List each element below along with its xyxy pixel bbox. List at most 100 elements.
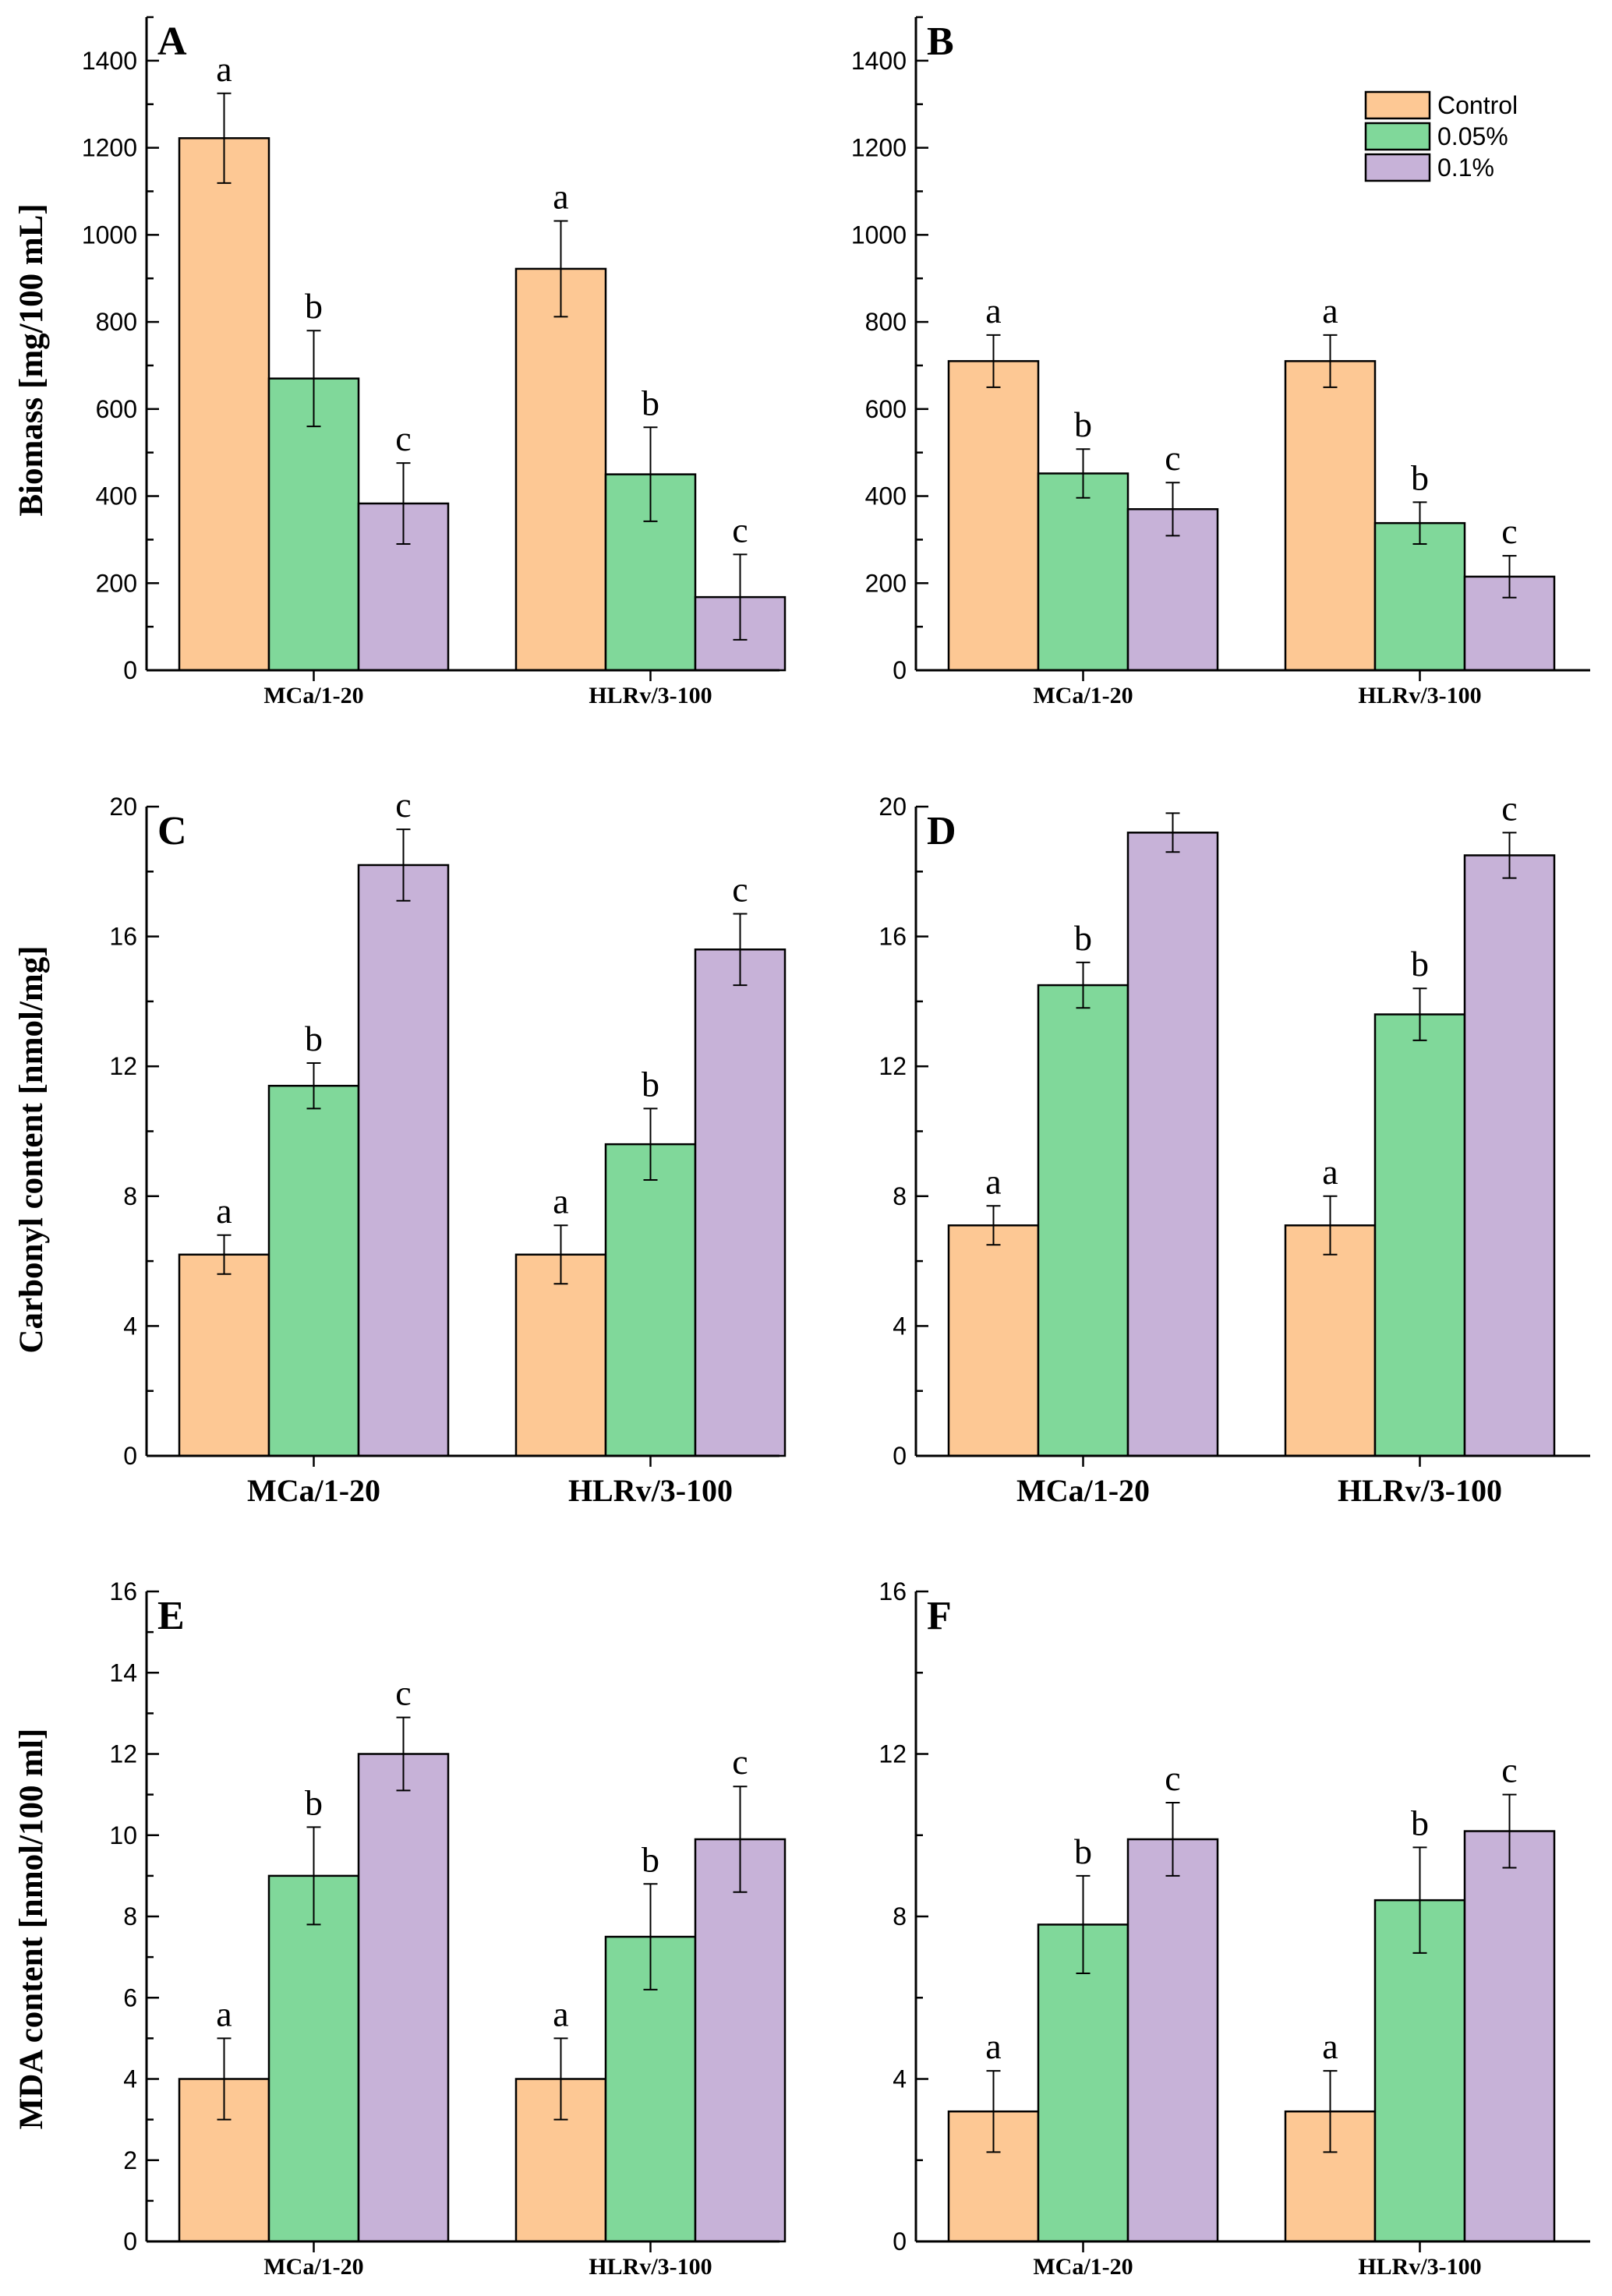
- y-title-biomass: Biomass [mg/100 mL]: [13, 203, 50, 516]
- bar-B-1-1: [1373, 521, 1466, 672]
- error-bar-D-1-0: [1323, 1195, 1338, 1256]
- error-bar-B-1-2: [1502, 555, 1517, 599]
- y-tick-label-E: 4: [123, 2065, 137, 2093]
- y-tick-label-B: 1400: [851, 47, 907, 75]
- legend-label-2: 0.1%: [1437, 154, 1494, 182]
- panel-A: a a b b c c 0 200 400 600 800 1000 1200 1400 MCa/1-20 H…: [82, 16, 787, 708]
- category-label-E-1: HLRv/3-100: [589, 2254, 712, 2280]
- legend-label-1: 0.05%: [1437, 122, 1508, 150]
- significance-letter-F-0-0: a: [985, 2026, 1001, 2066]
- panel-B: a a b b c c 0 200 400 600 800 1000 1200 1400 MCa/1-20 H…: [851, 16, 1590, 708]
- panel-C: a a b b c c 0 4 8 12 16 20 MCa/1-20 HLRv/3-100 C: [109, 785, 787, 1508]
- y-tick-label-E: 12: [109, 1740, 137, 1768]
- y-tick-label-C: 16: [109, 923, 137, 951]
- category-label-F-0: MCa/1-20: [1033, 2254, 1133, 2280]
- significance-letter-A-1-0: a: [553, 176, 568, 216]
- significance-letter-C-0-1: b: [305, 1019, 323, 1058]
- y-tick-label-A: 1000: [82, 221, 137, 249]
- y-tick-label-B: 800: [865, 308, 907, 336]
- panel-E: a a b b c c 0 2 4 6 8 10 12 14 16 MCa/1-20 HLRv/3-100 E: [109, 1577, 787, 2280]
- significance-letter-E-0-0: a: [216, 1994, 232, 2033]
- y-tick-label-A: 800: [96, 308, 137, 336]
- axes-B: [914, 17, 1590, 672]
- y-tick-label-A: 1200: [82, 134, 137, 162]
- y-tick-label-E: 16: [109, 1577, 137, 1605]
- error-bar-A-0-2: [396, 462, 411, 545]
- y-tick-label-E: 2: [123, 2146, 137, 2174]
- error-bar-E-0-0: [217, 2037, 232, 2121]
- error-bar-C-1-2: [733, 913, 748, 987]
- bar-C-1-1: [604, 1143, 697, 1457]
- y-tick-label-B: 0: [893, 656, 907, 684]
- y-tick-label-E: 10: [109, 1821, 137, 1849]
- error-bar-A-1-0: [553, 220, 568, 318]
- y-tick-label-D: 20: [878, 793, 907, 821]
- error-bar-F-0-0: [986, 2070, 1001, 2153]
- y-title-carbonyl: Carbonyl content [nmol/mg]: [13, 945, 50, 1353]
- error-bar-C-1-1: [643, 1107, 658, 1181]
- error-bar-E-0-2: [396, 1716, 411, 1792]
- y-tick-label-C: 4: [123, 1312, 137, 1340]
- error-bar-C-0-1: [306, 1062, 321, 1110]
- bar-E-0-2: [357, 1753, 450, 2243]
- y-tick-label-D: 4: [893, 1312, 907, 1340]
- y-tick-label-D: 12: [878, 1052, 907, 1080]
- significance-letter-C-1-0: a: [553, 1181, 568, 1220]
- significance-letter-E-1-1: b: [642, 1839, 659, 1879]
- axes-A: [145, 17, 779, 672]
- category-label-C-1: HLRv/3-100: [568, 1473, 733, 1508]
- category-label-A-0: MCa/1-20: [263, 683, 363, 708]
- legend: Control 0.05% 0.1%: [1364, 90, 1518, 182]
- significance-letter-A-0-2: c: [395, 419, 411, 458]
- significance-letter-E-1-2: c: [732, 1742, 748, 1782]
- error-bar-E-1-2: [733, 1786, 748, 1893]
- error-bar-D-0-0: [986, 1205, 1001, 1246]
- error-bar-C-0-0: [217, 1234, 232, 1275]
- significance-letter-F-1-1: b: [1411, 1803, 1429, 1842]
- significance-letter-A-1-1: b: [642, 383, 659, 422]
- y-tick-label-B: 400: [865, 482, 907, 510]
- error-bar-E-1-1: [643, 1883, 658, 1990]
- category-label-F-1: HLRv/3-100: [1358, 2254, 1481, 2280]
- bar-C-0-2: [357, 864, 450, 1457]
- bar-A-1-0: [514, 267, 607, 672]
- error-bar-F-1-2: [1502, 1793, 1517, 1869]
- category-label-B-0: MCa/1-20: [1033, 683, 1133, 708]
- error-bar-A-0-0: [217, 92, 232, 184]
- y-tick-label-A: 600: [96, 395, 137, 423]
- y-title-mda: MDA content [nmol/100 ml]: [13, 1729, 50, 2130]
- y-tick-label-D: 16: [878, 923, 907, 951]
- y-tick-label-B: 1000: [851, 221, 907, 249]
- y-tick-label-F: 12: [878, 1740, 907, 1768]
- significance-letter-B-0-0: a: [985, 291, 1001, 330]
- error-bar-C-0-2: [396, 828, 411, 902]
- significance-letter-F-0-2: c: [1165, 1758, 1180, 1798]
- significance-letter-D-1-2: c: [1501, 788, 1517, 828]
- error-bar-A-1-2: [733, 553, 748, 641]
- bar-B-1-0: [1284, 360, 1377, 672]
- bar-F-0-1: [1037, 1923, 1129, 2243]
- bar-D-1-0: [1284, 1224, 1377, 1457]
- bar-F-0-2: [1126, 1838, 1219, 2243]
- y-tick-label-D: 8: [893, 1182, 907, 1210]
- significance-letter-B-1-1: b: [1411, 457, 1429, 497]
- y-tick-label-F: 4: [893, 2065, 907, 2093]
- panel-label-A: A: [157, 19, 187, 64]
- error-bar-B-0-0: [986, 334, 1001, 388]
- bar-D-0-0: [947, 1224, 1040, 1457]
- bar-E-0-1: [267, 1874, 360, 2243]
- significance-letter-E-1-0: a: [553, 1994, 568, 2033]
- error-bar-F-0-1: [1076, 1874, 1091, 1974]
- significance-letter-C-0-2: c: [395, 785, 411, 825]
- panel-label-E: E: [157, 1594, 185, 1638]
- significance-letter-F-0-1: b: [1074, 1832, 1092, 1871]
- significance-letter-D-0-0: a: [985, 1161, 1001, 1201]
- category-label-E-0: MCa/1-20: [263, 2254, 363, 2280]
- significance-letter-D-1-0: a: [1322, 1152, 1338, 1192]
- significance-letter-A-0-0: a: [216, 49, 232, 89]
- legend-swatch-0: [1364, 90, 1431, 120]
- bar-B-0-1: [1037, 472, 1129, 672]
- y-tick-label-C: 8: [123, 1182, 137, 1210]
- error-bar-F-1-1: [1412, 1846, 1427, 1954]
- significance-letter-E-0-1: b: [305, 1782, 323, 1822]
